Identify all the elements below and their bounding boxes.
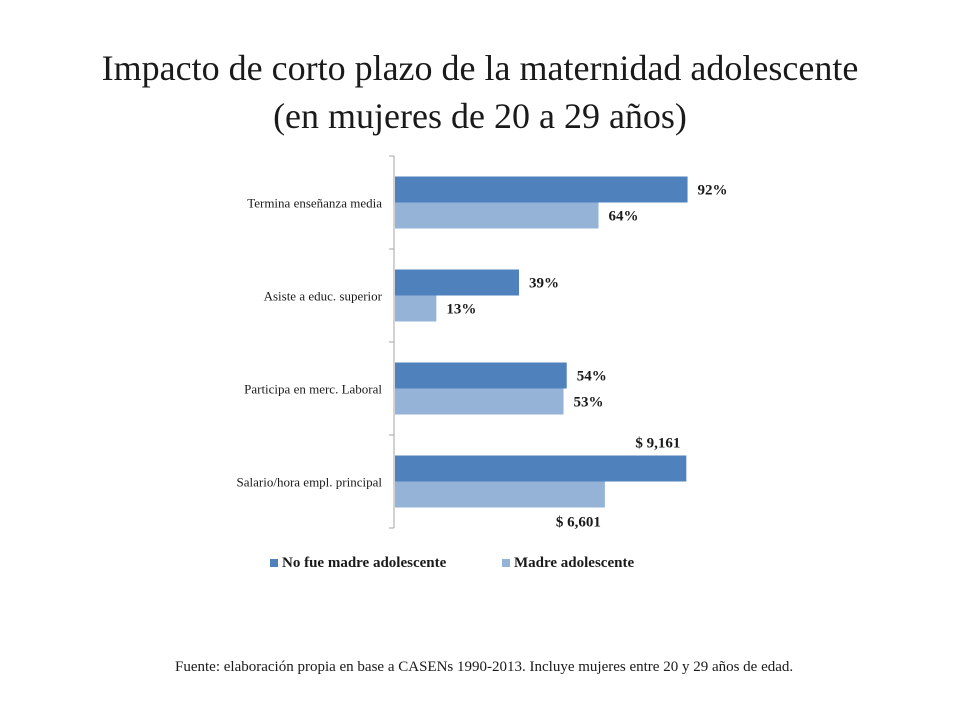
bar-madre [395,295,437,322]
data-label: 54% [577,369,607,385]
category-label: Participa en merc. Laboral [244,382,382,397]
data-label: 39% [529,276,559,292]
title-line-2: (en mujeres de 20 a 29 años) [273,96,687,136]
data-label: $ 6,601 [556,515,601,531]
data-label: 53% [574,395,604,411]
data-label: 13% [446,302,476,318]
bar-no-madre [395,176,688,203]
data-label: 92% [698,183,728,199]
bar-no-madre [395,269,520,296]
bar-madre [395,388,564,415]
title-line-1: Impacto de corto plazo de la maternidad … [101,48,859,88]
category-label: Salario/hora empl. principal [237,475,383,490]
category-label: Termina enseñanza media [247,196,382,211]
legend-swatch [270,559,278,567]
legend-label: No fue madre adolescente [282,555,447,571]
slide-title: Impacto de corto plazo de la maternidad … [0,44,960,140]
bar-madre [395,202,599,229]
data-label: 64% [609,209,639,225]
bar-chart: Termina enseñanza media 92% 64% Asiste a ed… [237,155,728,571]
legend-swatch [502,559,510,567]
data-label: $ 9,161 [635,436,680,452]
bar-madre [395,481,605,508]
source-note: Fuente: elaboración propia en base a CAS… [175,659,794,675]
category-label: Asiste a educ. superior [264,289,383,304]
legend-label: Madre adolescente [514,555,634,571]
bar-no-madre [395,455,687,482]
bar-no-madre [395,362,567,389]
